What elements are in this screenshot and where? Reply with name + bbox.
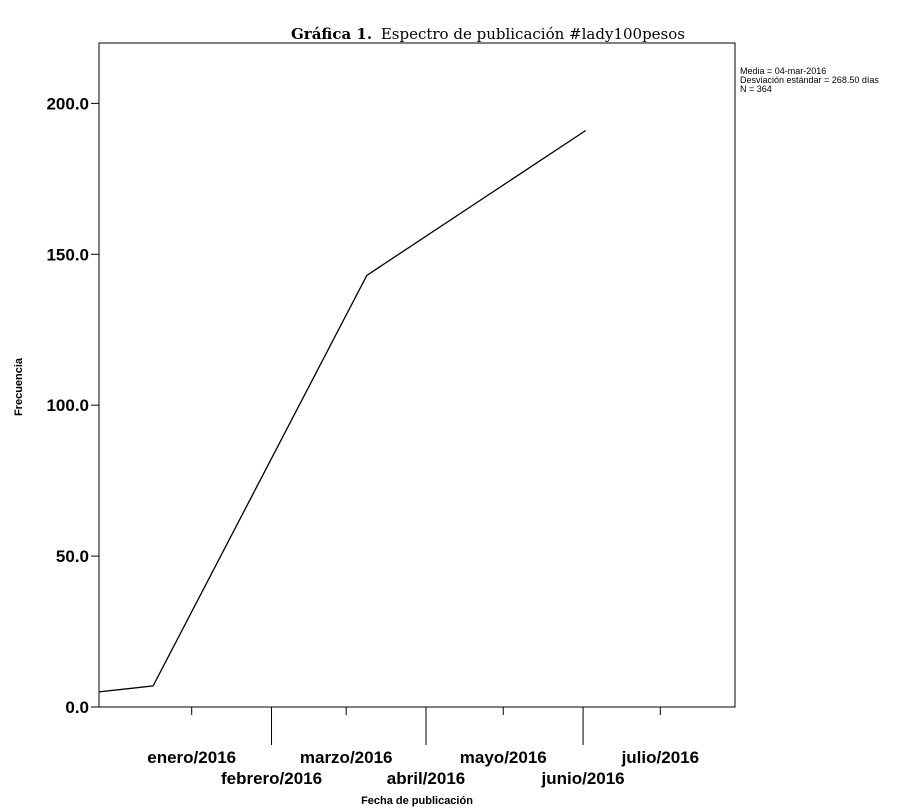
y-axis: 0.0 50.0 100.0 150.0 200.0 bbox=[46, 94, 99, 717]
x-tick-label: enero/2016 bbox=[147, 748, 236, 767]
x-tick-label: marzo/2016 bbox=[300, 748, 393, 767]
x-axis: enero/2016 febrero/2016 marzo/2016 abril/20… bbox=[147, 707, 699, 788]
stats-n: N = 364 bbox=[740, 84, 772, 94]
chart-title-prefix: Gráfica 1. bbox=[291, 25, 372, 43]
y-tick-label: 50.0 bbox=[56, 547, 89, 566]
series-line bbox=[98, 129, 587, 693]
x-tick-label: mayo/2016 bbox=[460, 748, 547, 767]
x-tick-label: febrero/2016 bbox=[221, 769, 322, 788]
x-tick-label: abril/2016 bbox=[387, 769, 465, 788]
y-tick-label: 200.0 bbox=[46, 94, 89, 113]
y-tick-label: 150.0 bbox=[46, 245, 89, 264]
stats-mean: Media = 04-mar-2016 bbox=[740, 66, 826, 76]
y-axis-label: Frecuencia bbox=[13, 357, 25, 416]
stats-box: Media = 04-mar-2016 Desviación estándar … bbox=[740, 66, 879, 94]
chart-title-text: Espectro de publicación #lady100pesos bbox=[381, 25, 685, 43]
x-tick-label: julio/2016 bbox=[621, 748, 699, 767]
chart-title: Gráfica 1. Espectro de publicación #lady… bbox=[291, 25, 685, 43]
plot-frame bbox=[98, 42, 736, 708]
stats-std: Desviación estándar = 268.50 días bbox=[740, 75, 879, 85]
y-tick-label: 100.0 bbox=[46, 396, 89, 415]
x-tick-label: junio/2016 bbox=[541, 769, 625, 788]
x-axis-label: Fecha de publicación bbox=[361, 795, 473, 807]
series-layer bbox=[98, 129, 587, 693]
y-tick-label: 0.0 bbox=[65, 698, 89, 717]
